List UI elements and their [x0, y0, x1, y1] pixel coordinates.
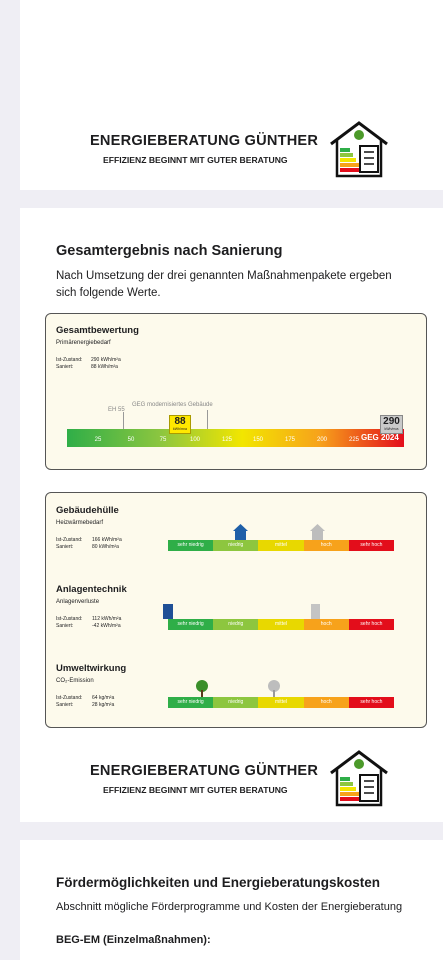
logo-title: ENERGIEBERATUNG GÜNTHER: [90, 133, 319, 149]
section-intro: Nach Umsetzung der drei genannten Maßnah…: [56, 270, 392, 299]
row-value: 88 kWh/m²a: [91, 364, 118, 370]
level: sehr niedrig: [168, 540, 214, 551]
row-label: Saniert:: [56, 623, 74, 629]
before-marker: [311, 604, 320, 619]
logo-icon: [330, 750, 388, 807]
level: sehr hoch: [348, 540, 395, 551]
energy-scale: [67, 429, 404, 447]
after-marker: 88 kWh/m²a: [169, 415, 191, 434]
row-label: Saniert:: [56, 702, 74, 708]
category-subtitle: Anlagenverluste: [56, 599, 100, 605]
scale-label: 100: [189, 437, 201, 443]
section-title: Gesamtergebnis nach Sanierung: [56, 243, 283, 259]
before-marker: 290 kWh/m²a: [380, 415, 403, 434]
row-value: 80 kWh/m²a: [92, 544, 119, 550]
overall-title: Gesamtbewertung: [56, 325, 139, 336]
overall-subtitle: Primärenergiebedarf: [56, 340, 111, 346]
logo-icon: [330, 121, 388, 178]
level: hoch: [303, 697, 349, 708]
row-value: 290 kWh/m²a: [91, 357, 121, 363]
scale-label: 175: [284, 437, 296, 443]
scale-label: 75: [159, 437, 167, 443]
subheading: BEG-EM (Einzelmaßnahmen):: [56, 934, 211, 946]
level: niedrig: [213, 540, 259, 551]
row-value: -42 kWh/m²a: [92, 623, 121, 629]
row-label: Saniert:: [56, 364, 74, 370]
level: sehr niedrig: [168, 619, 214, 630]
before-marker: [268, 680, 280, 697]
row-label: Ist-Zustand:: [56, 695, 83, 701]
section-intro: Abschnitt mögliche Förderprogramme und K…: [56, 901, 403, 913]
scale-label: 50: [127, 437, 135, 443]
geg-label: GEG modernisiertes Gebäude: [132, 402, 213, 408]
funding-card: [20, 840, 443, 960]
eh55-label: EH 55: [108, 407, 125, 413]
category-title: Gebäudehülle: [56, 505, 119, 516]
row-label: Ist-Zustand:: [56, 537, 83, 543]
row-label: Saniert:: [56, 544, 74, 550]
level: sehr niedrig: [168, 697, 214, 708]
level: sehr hoch: [348, 697, 395, 708]
level: niedrig: [213, 619, 259, 630]
row-label: Ist-Zustand:: [56, 616, 83, 622]
before-value: 290: [383, 416, 400, 427]
category-title: Anlagentechnik: [56, 584, 127, 595]
level: hoch: [303, 619, 349, 630]
row-value: 64 kg/m²a: [92, 695, 115, 701]
category-title: Umweltwirkung: [56, 663, 127, 674]
level: mittel: [258, 540, 304, 551]
logo-subtitle: EFFIZIENZ BEGINNT MIT GUTER BERATUNG: [103, 785, 288, 795]
level: hoch: [303, 540, 349, 551]
logo-subtitle: EFFIZIENZ BEGINNT MIT GUTER BERATUNG: [103, 155, 288, 165]
after-value: 88: [174, 416, 186, 427]
before-marker: [310, 524, 325, 540]
level: niedrig: [213, 697, 259, 708]
row-value: 166 kWh/m²a: [92, 537, 122, 543]
scale-label: 150: [252, 437, 264, 443]
level-bar: sehr niedrig niedrig mittel hoch sehr hoch: [168, 619, 395, 630]
marker-line: [123, 412, 124, 429]
before-unit: kWh/m²a: [384, 427, 399, 431]
level: sehr hoch: [348, 619, 395, 630]
geg2024-label: GEG 2024: [361, 433, 399, 442]
category-subtitle: Heizwärmebedarf: [56, 520, 104, 526]
category-subtitle: CO₂-Emission: [56, 678, 94, 684]
level-bar: sehr niedrig niedrig mittel hoch sehr hoch: [168, 697, 395, 708]
after-unit: kWh/m²a: [173, 427, 187, 431]
row-value: 112 kWh/m²a: [92, 616, 122, 622]
after-marker: [196, 680, 208, 697]
row-value: 28 kg/m²a: [92, 702, 115, 708]
after-marker: [163, 604, 173, 619]
level-bar: sehr niedrig niedrig mittel hoch sehr hoch: [168, 540, 395, 551]
scale-label: 225: [348, 437, 360, 443]
level: mittel: [258, 619, 304, 630]
scale-label: 25: [94, 437, 102, 443]
marker-line: [207, 410, 208, 429]
scale-label: 125: [221, 437, 233, 443]
level: mittel: [258, 697, 304, 708]
after-marker: [233, 524, 248, 540]
row-label: Ist-Zustand:: [56, 357, 83, 363]
logo-title: ENERGIEBERATUNG GÜNTHER: [90, 763, 319, 779]
scale-label: 200: [316, 437, 328, 443]
section-title: Fördermöglichkeiten und Energieberatungs…: [56, 875, 381, 890]
